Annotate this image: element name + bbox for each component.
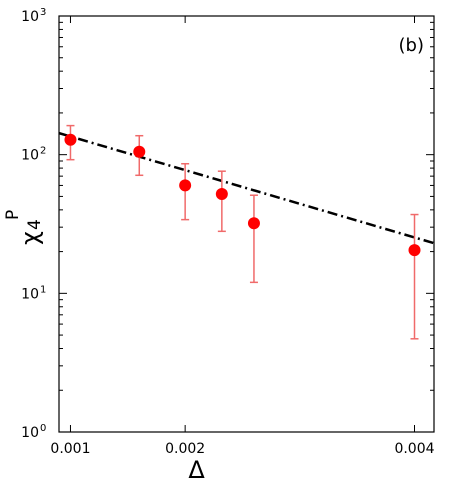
y-tick-label-exponent: 3 (40, 7, 46, 18)
y-tick-label: 10 (21, 425, 39, 441)
y-tick-label: 10 (21, 9, 39, 25)
data-point (247, 217, 260, 230)
y-tick-label-exponent: 1 (40, 284, 46, 295)
x-tick-label: 0.001 (50, 441, 90, 457)
x-axis-label: Δ (188, 456, 205, 480)
y-axis-label-main: χ (16, 231, 44, 245)
data-layer (64, 124, 421, 340)
y-tick-label: 10 (21, 286, 39, 302)
data-point (133, 145, 146, 158)
y-axis-label-sup: P (3, 210, 23, 220)
data-point (215, 188, 228, 201)
y-axis-label: χ 4 P (3, 210, 45, 245)
x-tick-label: 0.002 (165, 441, 205, 457)
y-axis-label-sub: 4 (25, 219, 45, 230)
data-point (408, 244, 421, 257)
y-tick-label-exponent: 0 (40, 423, 46, 434)
data-point (179, 179, 192, 192)
y-tick-label-exponent: 2 (40, 146, 46, 157)
fit-layer (58, 131, 435, 245)
y-tick-label: 10 (21, 148, 39, 164)
panel-label: (b) (399, 35, 424, 56)
plot-frame (58, 15, 435, 433)
data-point (64, 133, 77, 146)
fit-line (58, 131, 435, 245)
x-tick-label: 0.004 (394, 441, 434, 457)
axes-layer (58, 15, 435, 433)
